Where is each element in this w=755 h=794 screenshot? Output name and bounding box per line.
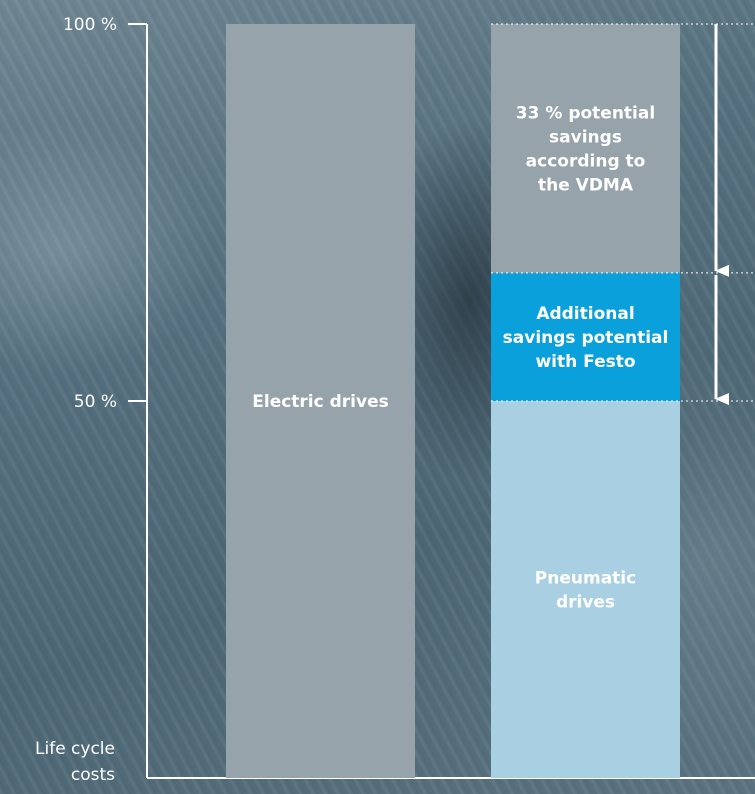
bar-label-pneumatic-0: Pneumatic drives bbox=[535, 569, 636, 613]
bar-segment-pneumatic-2 bbox=[491, 24, 680, 273]
y-axis-label: Life cycle bbox=[35, 739, 115, 759]
y-tick-label: 100 % bbox=[63, 15, 117, 35]
bar-label-pneumatic-2: 33 % potential savings according to the VDM… bbox=[516, 103, 655, 195]
y-tick-label: 50 % bbox=[74, 392, 117, 412]
bar-segment-electric-0 bbox=[226, 24, 415, 778]
y-axis-label: costs bbox=[71, 765, 115, 785]
bar-label-pneumatic-1: Additional savings potential with Festo bbox=[503, 304, 669, 372]
bar-segment-pneumatic-0 bbox=[491, 401, 680, 778]
bar-label-electric-0: Electric drives bbox=[252, 392, 389, 412]
bar-segment-pneumatic-1 bbox=[491, 272, 680, 401]
